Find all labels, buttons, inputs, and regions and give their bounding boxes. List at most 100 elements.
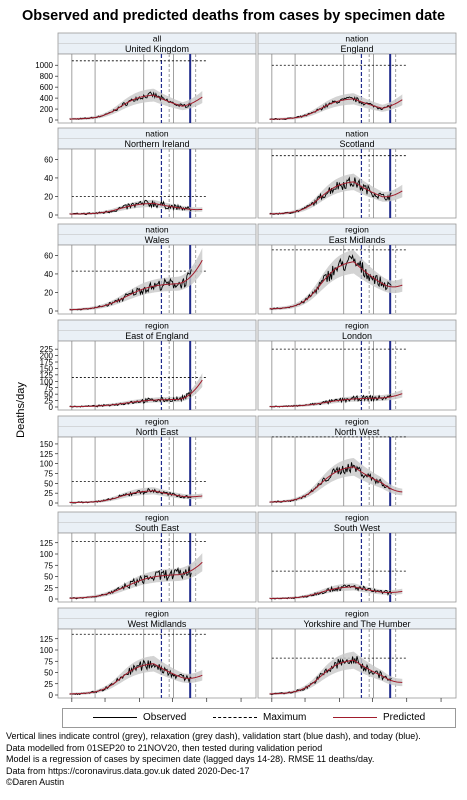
y-tick-label: 1000 — [35, 61, 53, 70]
y-tick-label: 50 — [44, 573, 53, 582]
x-tick-label: 01Sep — [60, 704, 85, 705]
panel-title: East of England — [125, 331, 189, 341]
plot-area — [57, 436, 257, 507]
panel-group-label: region — [145, 321, 169, 331]
panel-title: England — [340, 44, 373, 54]
panel-group-label: region — [145, 513, 169, 523]
y-tick-label: 20 — [44, 192, 53, 201]
predicted-series-line — [69, 663, 203, 695]
panel-group-label: all — [153, 34, 162, 44]
prediction-band — [269, 250, 403, 311]
x-tick-label: 01Oct — [94, 704, 117, 705]
panel-group-label: region — [145, 609, 169, 619]
y-tick-label: 125 — [40, 371, 54, 380]
prediction-band — [269, 93, 403, 120]
predicted-series-line — [69, 202, 203, 215]
x-tick-label: 01Dec — [160, 704, 185, 705]
predicted-series-line — [69, 94, 203, 120]
footnote-line: Vertical lines indicate control (grey), … — [6, 731, 421, 741]
y-tick-label: 600 — [40, 83, 54, 92]
predicted-series-line — [269, 659, 403, 695]
footnote-line: Data modelled from 01SEP20 to 21NOV20, t… — [6, 742, 323, 753]
predicted-series-line — [269, 181, 403, 215]
legend-maximum-label: Maximum — [263, 712, 307, 723]
x-tick-label: 01Jan — [395, 704, 418, 705]
plot-area — [257, 53, 457, 124]
y-tick-label: 150 — [40, 364, 54, 373]
predicted-series-line — [69, 561, 203, 599]
panel-title: Yorkshire and The Humber — [303, 619, 410, 629]
y-tick-label: 400 — [40, 94, 54, 103]
y-tick-label: 0 — [49, 403, 54, 412]
predicted-series-line — [69, 259, 203, 311]
x-tick-label: 01Nov — [127, 704, 152, 705]
panel-title: West Midlands — [128, 619, 187, 629]
legend-maximum-swatch — [213, 717, 257, 718]
y-tick-label: 100 — [40, 460, 54, 469]
y-axis-label: Deaths/day — [15, 382, 27, 438]
y-tick-label: 40 — [44, 174, 53, 183]
predicted-series-line — [269, 586, 403, 599]
legend-observed-label: Observed — [143, 712, 187, 723]
y-tick-label: 0 — [49, 307, 54, 316]
y-tick-label: 25 — [44, 489, 53, 498]
panel-group-label: nation — [145, 129, 168, 139]
panel-group-label: region — [345, 417, 369, 427]
prediction-band — [69, 487, 203, 503]
y-tick-label: 20 — [44, 288, 53, 297]
y-tick-label: 125 — [40, 635, 54, 644]
panel-title: Northern Ireland — [124, 139, 189, 149]
legend-predicted-swatch — [333, 717, 377, 718]
panel-group-label: region — [345, 321, 369, 331]
legend-maximum: Maximum — [213, 712, 306, 723]
predicted-series-line — [69, 379, 203, 408]
y-tick-label: 0 — [49, 211, 54, 220]
y-tick-label: 25 — [44, 397, 53, 406]
panel-title: North East — [136, 427, 179, 437]
legend-observed: Observed — [93, 712, 186, 723]
x-tick-label: 01Sep — [260, 704, 285, 705]
plot-area — [57, 53, 257, 124]
y-tick-label: 200 — [40, 105, 54, 114]
panel-title: Scotland — [339, 139, 374, 149]
y-tick-label: 50 — [44, 669, 53, 678]
predicted-series-line — [269, 98, 403, 120]
y-tick-label: 800 — [40, 72, 54, 81]
y-tick-label: 75 — [44, 469, 53, 478]
plot-area — [57, 532, 257, 603]
panel-group-label: region — [145, 417, 169, 427]
y-tick-label: 100 — [40, 646, 54, 655]
legend: Observed Maximum Predicted — [62, 708, 456, 728]
y-tick-label: 200 — [40, 352, 54, 361]
legend-observed-swatch — [93, 717, 137, 718]
y-tick-label: 0 — [49, 116, 54, 125]
panel-title: United Kingdom — [125, 44, 189, 54]
panel-group-label: nation — [345, 34, 368, 44]
y-tick-label: 60 — [44, 155, 53, 164]
panel-title: South East — [135, 523, 180, 533]
footnote-line: Model is a regression of cases by specim… — [6, 754, 375, 764]
y-tick-label: 60 — [44, 251, 53, 260]
x-tick-label: 01Feb — [229, 704, 253, 705]
y-tick-label: 25 — [44, 680, 53, 689]
prediction-band — [69, 553, 203, 599]
panel-group-label: region — [345, 609, 369, 619]
x-tick-label: 01Oct — [294, 704, 317, 705]
panel-group-label: nation — [345, 129, 368, 139]
x-tick-label: 01Feb — [429, 704, 453, 705]
y-tick-label: 125 — [40, 450, 54, 459]
y-tick-label: 225 — [40, 345, 54, 354]
